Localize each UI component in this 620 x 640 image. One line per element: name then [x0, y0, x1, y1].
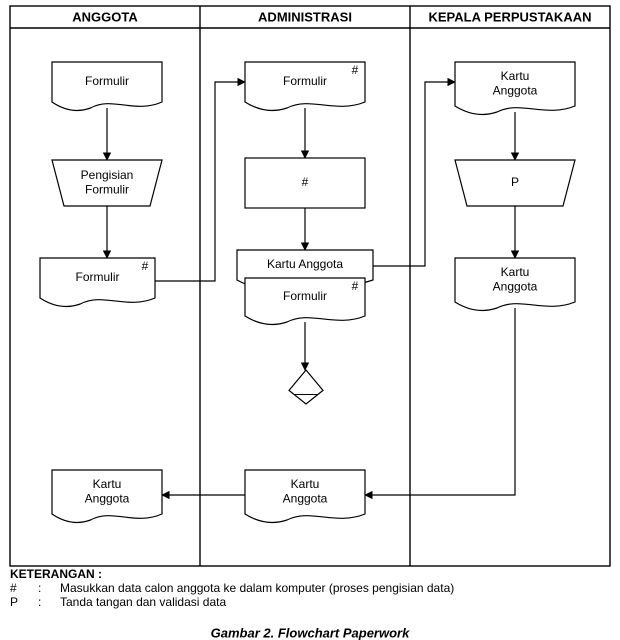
- svg-text:Formulir: Formulir: [85, 74, 129, 88]
- svg-text:Anggota: Anggota: [283, 491, 328, 505]
- svg-text:ANGGOTA: ANGGOTA: [72, 9, 138, 24]
- svg-text:#: #: [302, 175, 309, 189]
- svg-text:#: #: [352, 63, 359, 77]
- svg-text:P: P: [10, 595, 18, 609]
- svg-text:Kartu: Kartu: [93, 477, 122, 491]
- svg-text:Formulir: Formulir: [85, 182, 129, 196]
- svg-text:KEPALA PERPUSTAKAAN: KEPALA PERPUSTAKAAN: [429, 9, 592, 24]
- svg-text:Kartu: Kartu: [501, 69, 530, 83]
- svg-text:Kartu: Kartu: [291, 477, 320, 491]
- svg-text:Pengisian: Pengisian: [81, 168, 134, 182]
- svg-text:#: #: [10, 581, 17, 595]
- svg-text:Formulir: Formulir: [76, 270, 120, 284]
- svg-text:Anggota: Anggota: [493, 83, 538, 97]
- svg-text:KETERANGAN :: KETERANGAN :: [10, 567, 102, 581]
- svg-text:Masukkan data calon anggota ke: Masukkan data calon anggota ke dalam kom…: [60, 581, 454, 595]
- svg-text::: :: [38, 581, 41, 595]
- svg-text:Kartu Anggota: Kartu Anggota: [267, 257, 343, 271]
- svg-text:#: #: [142, 259, 149, 273]
- svg-text:Tanda tangan dan validasi data: Tanda tangan dan validasi data: [60, 595, 226, 609]
- flowchart-page: ANGGOTA ADMINISTRASI KEPALA PERPUSTAKAAN Fo…: [0, 0, 620, 640]
- svg-text::: :: [38, 595, 41, 609]
- svg-text:Kartu: Kartu: [501, 265, 530, 279]
- svg-text:P: P: [511, 175, 519, 189]
- svg-text:Anggota: Anggota: [85, 491, 130, 505]
- svg-text:ADMINISTRASI: ADMINISTRASI: [258, 9, 352, 24]
- flowchart-svg: ANGGOTA ADMINISTRASI KEPALA PERPUSTAKAAN Fo…: [0, 0, 620, 640]
- svg-text:#: #: [352, 279, 359, 293]
- svg-text:Formulir: Formulir: [283, 74, 327, 88]
- svg-text:Anggota: Anggota: [493, 279, 538, 293]
- svg-text:Formulir: Formulir: [283, 289, 327, 303]
- svg-text:Gambar 2. Flowchart Paperwork: Gambar 2. Flowchart Paperwork: [211, 625, 410, 640]
